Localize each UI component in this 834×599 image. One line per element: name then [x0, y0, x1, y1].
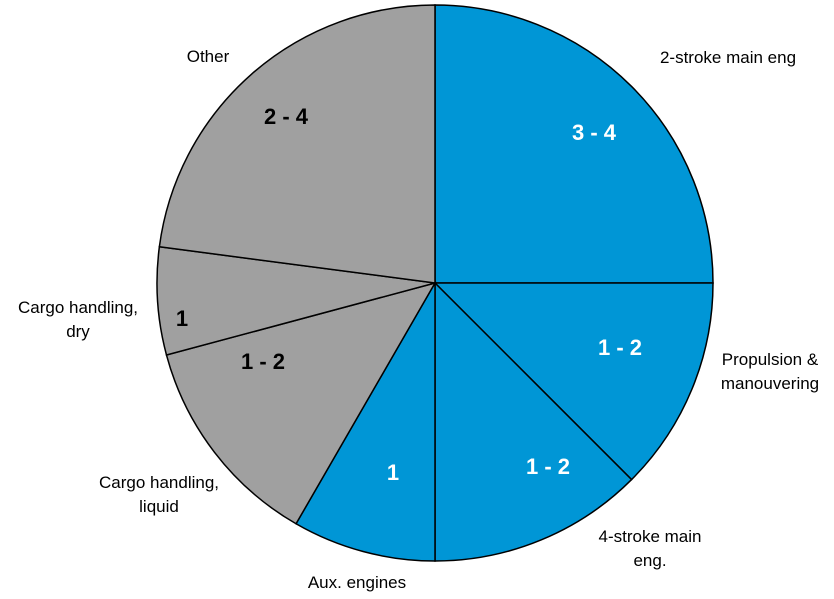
slice-value-label: 1 - 2: [241, 349, 285, 374]
slice-category-label: 2-stroke main eng: [660, 48, 796, 67]
slice-category-label: Aux. engines: [308, 573, 406, 592]
pie-slice: [295, 280, 436, 562]
pie-slice: [158, 4, 436, 284]
slice-category-label: Propulsion & manouvering: [721, 350, 819, 393]
slice-value-label: 1 - 2: [598, 335, 642, 360]
slice-value-label: 2 - 4: [264, 104, 309, 129]
slice-category-label: Other: [187, 47, 230, 66]
slice-value-label: 3 - 4: [572, 120, 617, 145]
slice-value-label: 1: [176, 306, 188, 331]
pie-slice: [434, 4, 714, 284]
pie-slices: [156, 4, 714, 562]
value-labels: 3 - 4 1 - 2 1 - 2 1 1 - 2 1 2 - 4: [176, 104, 642, 485]
category-labels: 2-stroke main eng Propulsion & manouvering…: [18, 47, 819, 592]
slice-category-label: Cargo handling, dry: [18, 298, 138, 341]
pie-slice: [433, 282, 714, 481]
slice-value-label: 1: [387, 460, 399, 485]
pie-slice: [165, 281, 437, 525]
slice-value-label: 1 - 2: [526, 454, 570, 479]
slice-category-label: Cargo handling, liquid: [99, 473, 219, 516]
pie-slice: [434, 281, 633, 562]
slice-category-label: 4-stroke main eng.: [599, 527, 702, 570]
